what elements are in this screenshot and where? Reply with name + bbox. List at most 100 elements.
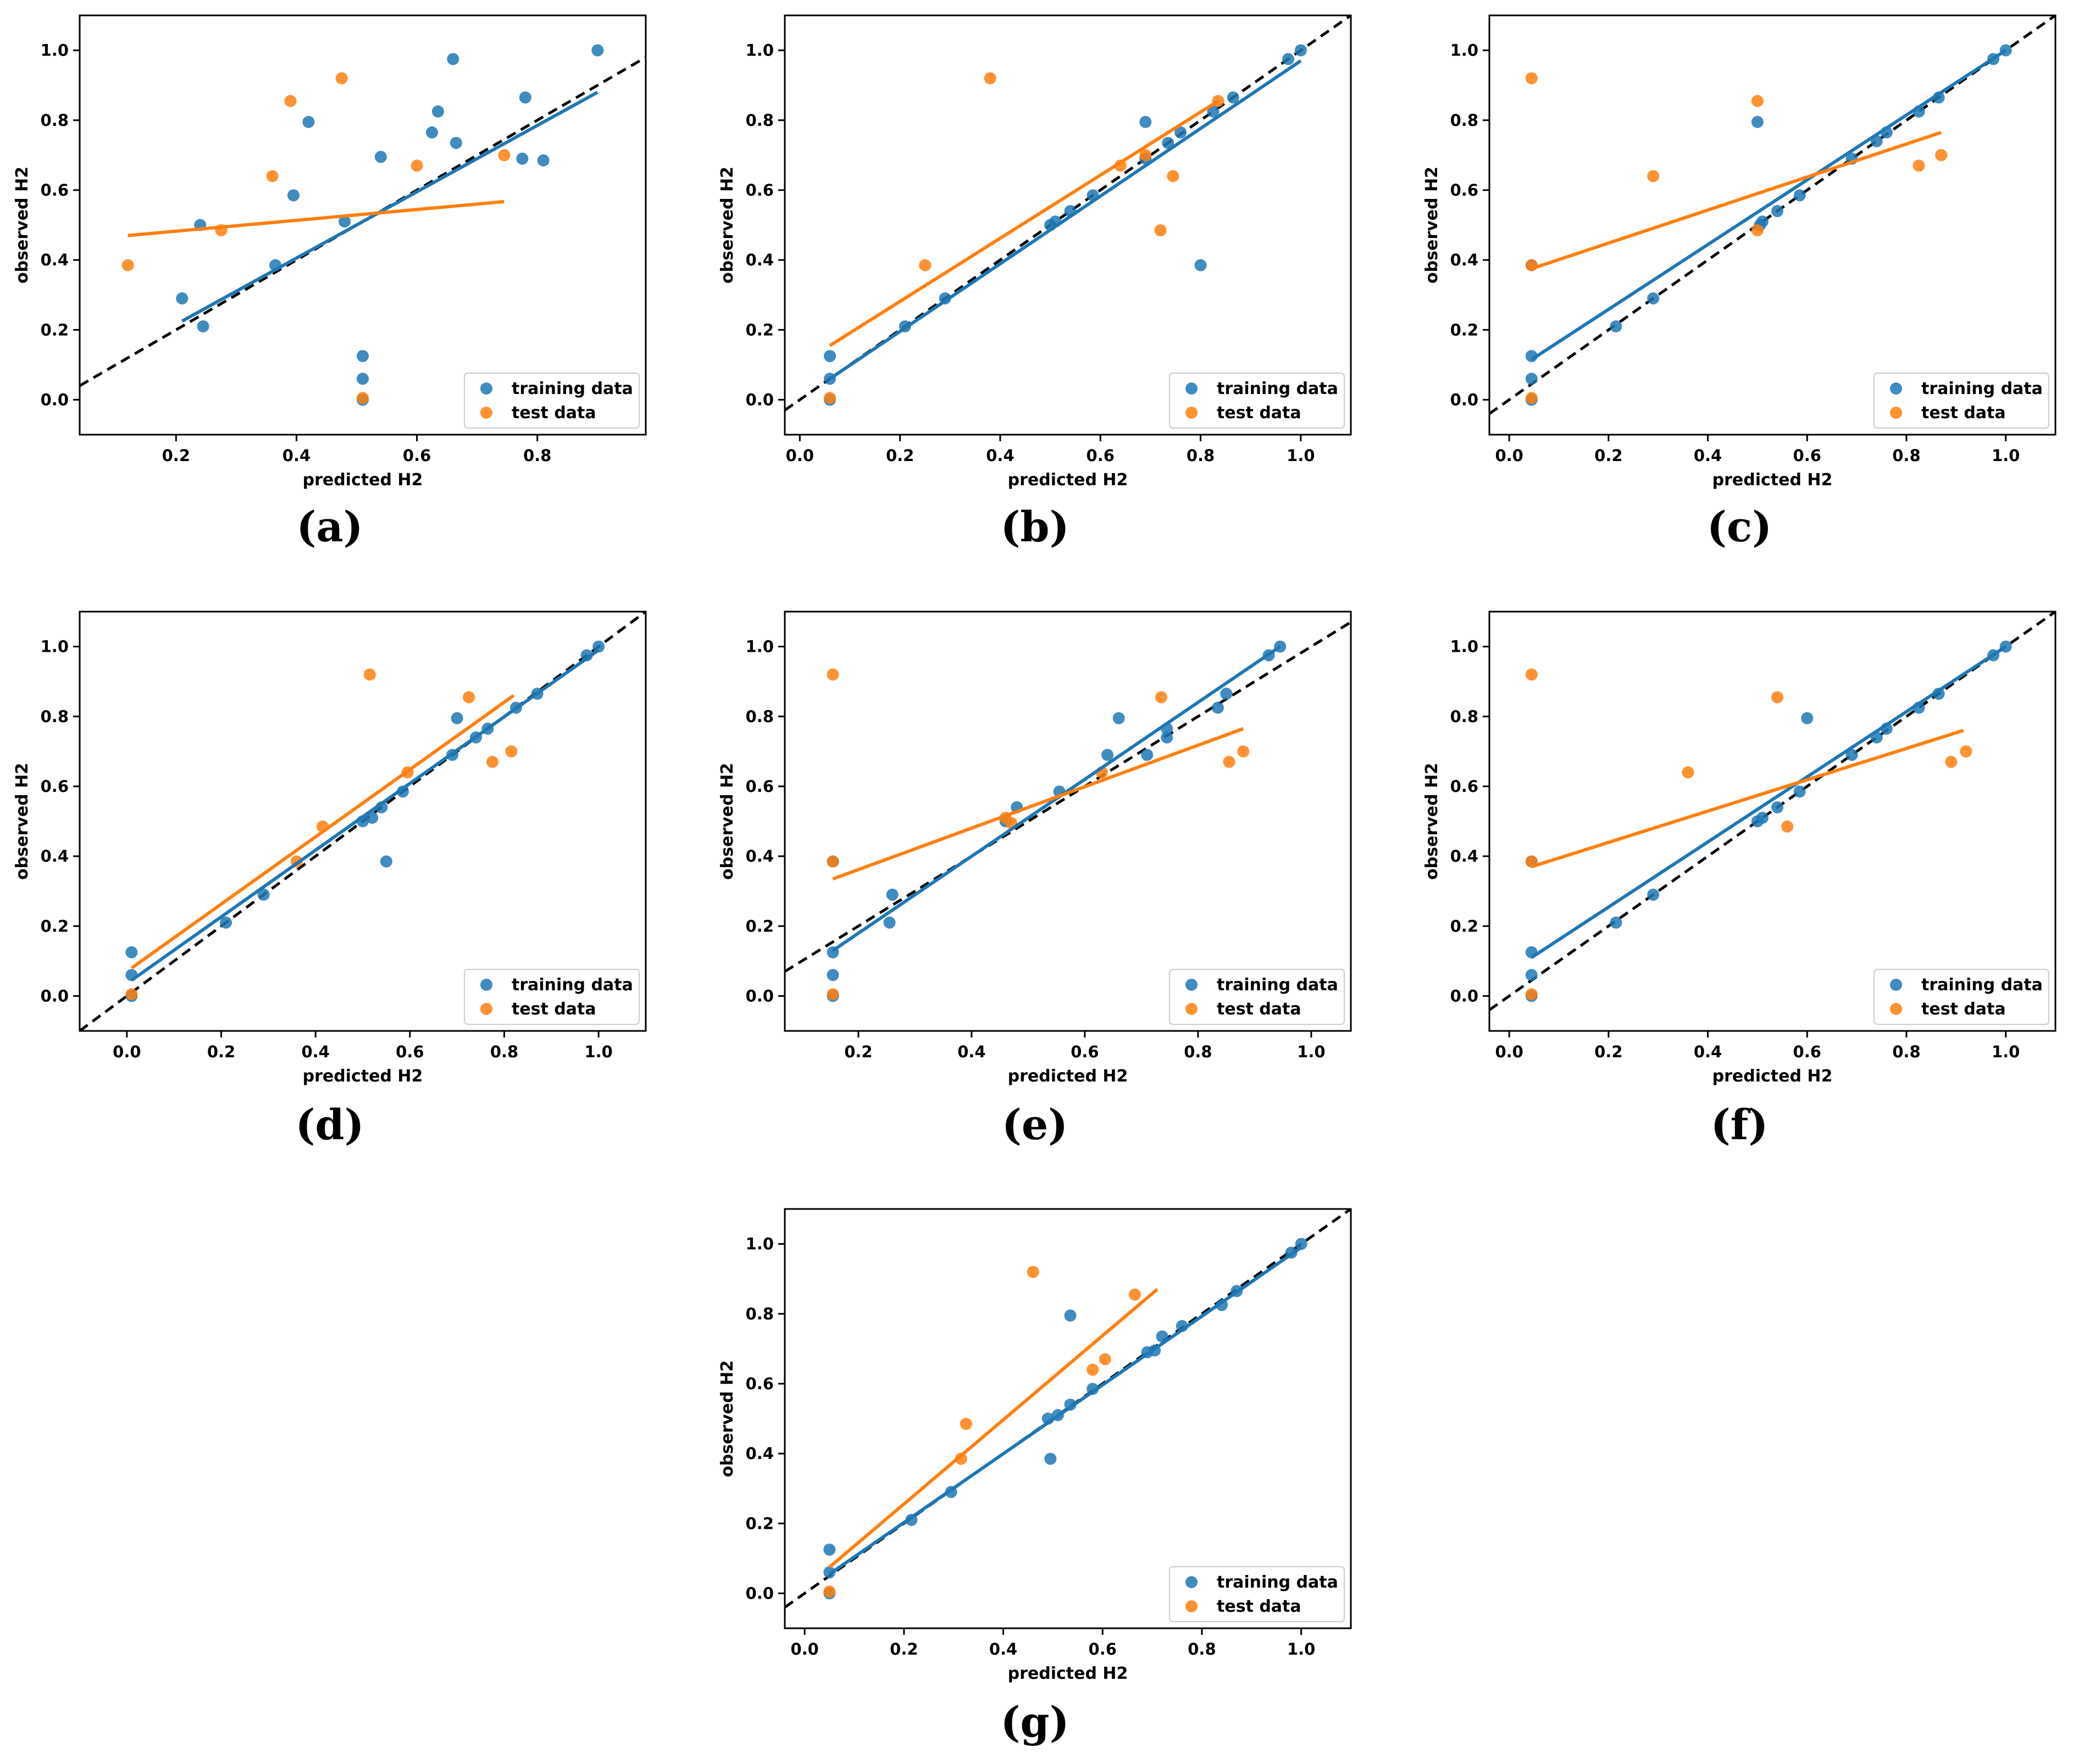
test-point [1751,95,1764,107]
test-point [1139,149,1152,162]
test-legend-label: test data [512,1000,596,1019]
test-point [1223,756,1235,768]
x-tick-label: 0.4 [986,446,1014,465]
training-point [1610,916,1622,929]
x-axis-label: predicted H2 [1712,470,1833,490]
training-point [592,640,605,653]
training-point [1161,731,1173,744]
training-point [1064,1309,1077,1322]
x-tick-label: 1.0 [1297,1042,1325,1061]
training-point [396,785,409,798]
y-axis-label: observed H2 [718,1360,737,1477]
panels: 0.2 0.4 0.6 0.8 0.0 0.2 0.4 0.6 0.8 1.0 predicted … [13,14,2057,1746]
identity-line [1489,612,2055,1011]
panel-caption: (g) [1000,1698,1069,1746]
y-axis-label: observed H2 [1422,167,1442,284]
y-tick-label: 0.4 [746,251,774,269]
y-tick-label: 0.0 [41,986,69,1005]
y-tick-label: 0.0 [746,390,774,409]
training-point [1525,969,1538,981]
x-tick-label: 0.0 [113,1042,141,1061]
axes-frame [784,14,1352,436]
training-point [1194,259,1207,271]
x-axis-label: predicted H2 [303,470,423,490]
training-point [1801,712,1814,724]
training-point [1525,373,1538,385]
y-tick-label: 0.2 [1450,320,1478,339]
x-tick-label: 0.2 [844,1042,872,1061]
training-point [516,152,529,165]
test-series [823,1266,1141,1598]
test-fit-line [1531,729,1964,869]
x-axis-label: predicted H2 [303,1067,423,1086]
test-point [1751,224,1764,237]
training-legend-label: training data [512,379,633,398]
training-fit-line [1531,645,2007,959]
panel-caption: (b) [1000,502,1069,551]
training-point [883,916,896,929]
training-point [302,115,315,128]
x-tick-label: 0.8 [523,446,551,465]
test-point [411,159,423,172]
training-fit-line [181,91,598,323]
training-point [287,189,300,202]
x-tick-label: 0.6 [396,1042,424,1061]
x-tick-label: 0.2 [890,1640,918,1658]
test-point [335,72,348,85]
test-legend-label: test data [1921,403,2006,423]
legend-box [1874,373,2049,429]
y-tick-label: 1.0 [746,637,774,656]
test-legend-label: test data [1921,1000,2006,1019]
test-legend-marker [1185,1600,1198,1612]
training-legend-label: training data [512,975,633,995]
y-tick-label: 0.6 [41,777,69,796]
x-axis-label: predicted H2 [1008,1664,1128,1683]
training-legend-label: training data [1217,1573,1338,1592]
legend-box [464,969,640,1025]
y-tick-label: 0.8 [1450,111,1478,130]
training-point [1751,115,1764,128]
training-point [1162,137,1174,149]
training-point [1220,687,1233,700]
x-tick-label: 0.8 [1187,446,1215,465]
x-tick-label: 0.6 [1089,1640,1117,1658]
axes-frame [79,611,647,1032]
training-fit-line [829,59,1302,380]
y-tick-label: 0.2 [746,917,774,935]
training-point [339,215,351,228]
x-tick-label: 1.0 [584,1042,612,1061]
training-point [1156,1330,1168,1343]
test-legend-marker [480,407,492,419]
panel-caption: (c) [1707,502,1772,551]
test-point [1237,745,1250,758]
axes-frame [1488,611,2057,1032]
x-tick-label: 1.0 [1992,1042,2020,1061]
y-tick-label: 0.8 [41,707,69,726]
y-tick-label: 0.6 [746,777,774,796]
x-tick-label: 0.6 [1793,1042,1821,1061]
test-point [1167,170,1179,182]
x-axis-label: predicted H2 [1008,1067,1128,1086]
test-fit-line [128,199,505,237]
test-point [363,668,376,681]
training-point [1139,115,1152,128]
training-point [1771,801,1784,814]
y-tick-label: 0.8 [746,707,774,726]
training-legend-marker [480,979,492,991]
chart-panel-a: 0.2 0.4 0.6 0.8 0.0 0.2 0.4 0.6 0.8 1.0 predicted … [13,14,647,551]
test-fit-line [829,99,1220,347]
training-point [366,812,379,824]
training-point [1647,889,1660,901]
training-point [1845,748,1858,761]
x-tick-label: 1.0 [1992,446,2020,465]
test-point [1682,766,1694,779]
test-point [463,691,475,703]
panel-caption: (e) [1002,1100,1068,1149]
training-point [197,320,209,332]
test-point [1960,745,1972,758]
test-point [1525,988,1538,1001]
test-legend-label: test data [1217,1000,1301,1019]
training-point [1101,748,1114,761]
test-point [827,668,839,681]
test-point [1525,259,1538,271]
